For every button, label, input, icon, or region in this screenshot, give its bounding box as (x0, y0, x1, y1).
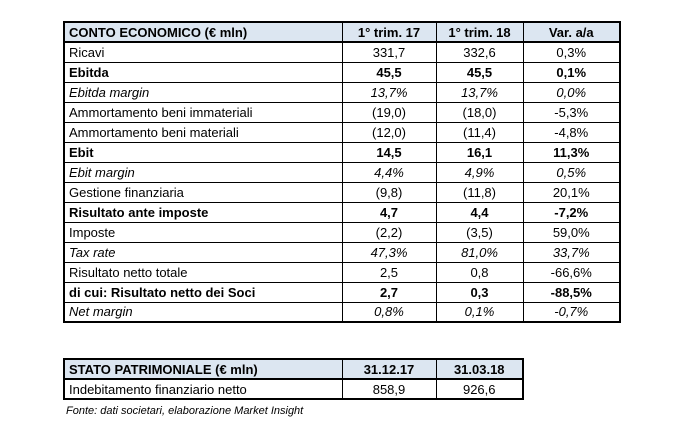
table-row: Risultato netto totale 2,5 0,8 -66,6% (63, 261, 621, 283)
table-cell: 47,3% (341, 241, 437, 263)
table-cell: 4,4% (341, 161, 437, 183)
table-body: CONTO ECONOMICO (€ mln) 1° trim. 17 1° tri… (63, 21, 621, 323)
table-body: STATO PATRIMONIALE (€ mln) 31.12.17 31.03.… (63, 358, 524, 400)
table-cell: 0,8% (341, 301, 437, 323)
table-row: Net margin 0,8% 0,1% -0,7% (63, 301, 621, 323)
table-row: Imposte (2,2) (3,5) 59,0% (63, 221, 621, 243)
table-cell: Gestione finanziaria (63, 181, 343, 203)
table-cell: 14,5 (341, 141, 437, 163)
table-cell: Ammortamento beni materiali (63, 121, 343, 143)
table-cell: (2,2) (341, 221, 437, 243)
table-cell: 16,1 (435, 141, 524, 163)
table-row: Ebitda 45,5 45,5 0,1% (63, 61, 621, 83)
table-cell: 11,3% (522, 141, 621, 163)
table-cell: (9,8) (341, 181, 437, 203)
table-row: Ebit 14,5 16,1 11,3% (63, 141, 621, 163)
header-cell: STATO PATRIMONIALE (€ mln) (63, 358, 343, 380)
table-cell: 926,6 (435, 378, 524, 400)
header-cell: 31.03.18 (435, 358, 524, 380)
table-cell: 4,9% (435, 161, 524, 183)
table-cell: Imposte (63, 221, 343, 243)
table-cell: 4,7 (341, 201, 437, 223)
table-cell: (19,0) (341, 101, 437, 123)
table-cell: Ebitda (63, 61, 343, 83)
table-cell: 59,0% (522, 221, 621, 243)
table-cell: Ebit (63, 141, 343, 163)
table-cell: Ebit margin (63, 161, 343, 183)
table-row: Tax rate 47,3% 81,0% 33,7% (63, 241, 621, 263)
table-cell: Risultato netto totale (63, 261, 343, 283)
table-cell: -5,3% (522, 101, 621, 123)
header-cell: 1° trim. 17 (341, 21, 437, 43)
table-row: di cui: Risultato netto dei Soci 2,7 0,3 -8… (63, 281, 621, 303)
header-cell: 31.12.17 (341, 358, 437, 380)
table-cell: 0,5% (522, 161, 621, 183)
table-cell: 331,7 (341, 41, 437, 63)
table-row: Ebit margin 4,4% 4,9% 0,5% (63, 161, 621, 183)
table-cell: 0,3% (522, 41, 621, 63)
table-row: Indebitamento finanziario netto 858,9 926,… (63, 378, 524, 400)
table-cell: 33,7% (522, 241, 621, 263)
table-cell: -7,2% (522, 201, 621, 223)
table-cell: 45,5 (341, 61, 437, 83)
header-cell: 1° trim. 18 (435, 21, 524, 43)
income-table: CONTO ECONOMICO (€ mln) 1° trim. 17 1° tri… (63, 21, 621, 323)
table-cell: di cui: Risultato netto dei Soci (63, 281, 343, 303)
table-cell: Ammortamento beni immateriali (63, 101, 343, 123)
footnote: Fonte: dati societari, elaborazione Mark… (66, 405, 304, 417)
table-cell: (11,8) (435, 181, 524, 203)
header-cell: CONTO ECONOMICO (€ mln) (63, 21, 343, 43)
table-row: Ebitda margin 13,7% 13,7% 0,0% (63, 81, 621, 103)
table-cell: 0,3 (435, 281, 524, 303)
table-cell: (11,4) (435, 121, 524, 143)
header-row: CONTO ECONOMICO (€ mln) 1° trim. 17 1° tri… (63, 21, 621, 43)
table-cell: -66,6% (522, 261, 621, 283)
table-cell: Ebitda margin (63, 81, 343, 103)
table-cell: Risultato ante imposte (63, 201, 343, 223)
table-cell: -0,7% (522, 301, 621, 323)
table-cell: Net margin (63, 301, 343, 323)
table-cell: -88,5% (522, 281, 621, 303)
header-cell: Var. a/a (522, 21, 621, 43)
table-row: Ricavi 331,7 332,6 0,3% (63, 41, 621, 63)
table-cell: 0,1% (435, 301, 524, 323)
table-cell: (3,5) (435, 221, 524, 243)
table-cell: Tax rate (63, 241, 343, 263)
table-cell: 332,6 (435, 41, 524, 63)
table-cell: 0,1% (522, 61, 621, 83)
table-cell: 4,4 (435, 201, 524, 223)
header-row: STATO PATRIMONIALE (€ mln) 31.12.17 31.03.… (63, 358, 524, 380)
table-cell: 0,8 (435, 261, 524, 283)
table-cell: 2,5 (341, 261, 437, 283)
table-cell: -4,8% (522, 121, 621, 143)
table-cell: 20,1% (522, 181, 621, 203)
table-row: Ammortamento beni materiali (12,0) (11,4) -… (63, 121, 621, 143)
table-cell: 13,7% (341, 81, 437, 103)
balance-table: STATO PATRIMONIALE (€ mln) 31.12.17 31.03.… (63, 358, 524, 400)
table-row: Risultato ante imposte 4,7 4,4 -7,2% (63, 201, 621, 223)
table-cell: 2,7 (341, 281, 437, 303)
table-cell: Ricavi (63, 41, 343, 63)
table-cell: 45,5 (435, 61, 524, 83)
table-cell: 0,0% (522, 81, 621, 103)
table-cell: Indebitamento finanziario netto (63, 378, 343, 400)
table-cell: 13,7% (435, 81, 524, 103)
table-cell: 81,0% (435, 241, 524, 263)
table-cell: (12,0) (341, 121, 437, 143)
table-row: Gestione finanziaria (9,8) (11,8) 20,1% (63, 181, 621, 203)
table-cell: (18,0) (435, 101, 524, 123)
table-cell: 858,9 (341, 378, 437, 400)
table-row: Ammortamento beni immateriali (19,0) (18,0… (63, 101, 621, 123)
